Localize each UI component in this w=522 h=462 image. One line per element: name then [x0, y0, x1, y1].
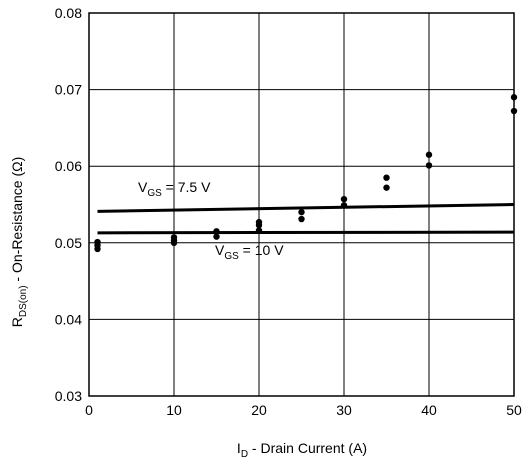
data-point [298, 215, 305, 223]
y-tick-labels: 0.03 0.04 0.05 0.06 0.07 0.08 [55, 5, 82, 404]
x-tick-label: 10 [166, 402, 182, 418]
y-tick-label: 0.07 [55, 82, 82, 98]
data-point [425, 162, 433, 169]
x-tick-label: 20 [251, 402, 267, 418]
data-point [170, 239, 178, 246]
data-point [383, 174, 390, 181]
data-point [510, 94, 518, 101]
series-line-1 [97, 203, 515, 213]
data-point [425, 151, 433, 158]
data-point [94, 245, 101, 253]
series-line-2 [97, 230, 515, 235]
y-tick-label: 0.04 [55, 311, 82, 327]
data-point [298, 208, 305, 216]
data-point [213, 228, 220, 235]
data-point [213, 233, 220, 240]
data-point [383, 184, 390, 191]
x-tick-label: 0 [85, 402, 93, 418]
series-label-2: VGS = 10 V [215, 242, 284, 262]
data-point [255, 221, 263, 229]
y-tick-label: 0.06 [55, 158, 82, 174]
curve-labels: VGS = 7.5 V VGS = 10 V [138, 179, 284, 262]
x-tick-label: 40 [421, 402, 437, 418]
series-lines [97, 203, 515, 235]
x-tick-label: 30 [336, 402, 352, 418]
y-tick-label: 0.08 [55, 5, 82, 21]
y-axis-label: RDS(on) - On-Resistance (Ω) [9, 157, 29, 328]
y-tick-label: 0.03 [55, 388, 82, 404]
x-tick-label: 50 [506, 402, 522, 418]
series-label-1: VGS = 7.5 V [138, 179, 211, 199]
x-tick-labels: 0 10 20 30 40 50 [85, 402, 522, 418]
data-point [255, 227, 263, 234]
data-point [340, 195, 348, 203]
data-point [510, 107, 518, 115]
x-axis-label: ID - Drain Current (A) [237, 440, 367, 460]
y-tick-label: 0.05 [55, 235, 82, 251]
measured-points [94, 94, 518, 253]
data-point [340, 202, 348, 209]
